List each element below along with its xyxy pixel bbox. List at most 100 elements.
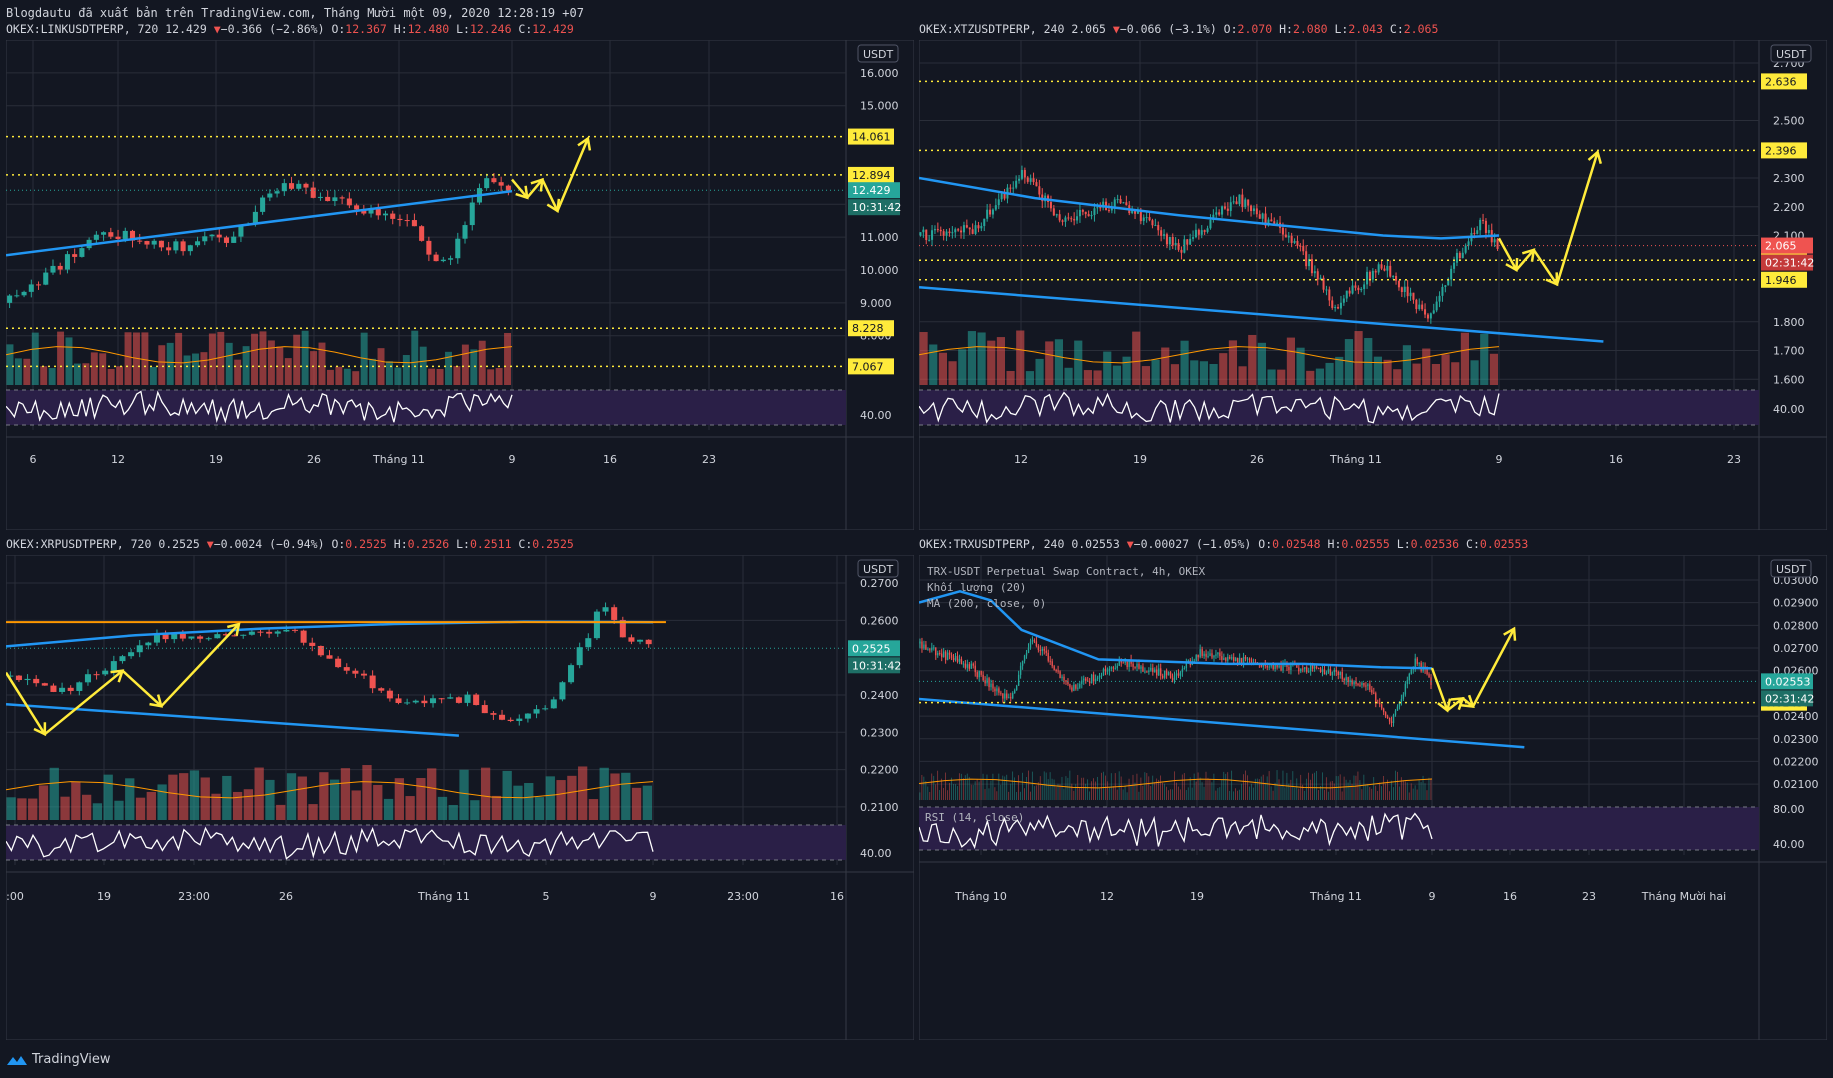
candle-body <box>426 240 432 255</box>
price-tick-label: 0.02300 <box>1773 733 1819 746</box>
candle-body <box>187 245 193 252</box>
candle-body <box>1195 654 1197 661</box>
volume-bar <box>1180 340 1189 385</box>
candle-body <box>1067 681 1069 685</box>
candle-body <box>982 674 984 681</box>
volume-bar <box>1412 788 1414 800</box>
candle-body <box>1055 214 1058 216</box>
volume-bar <box>1335 356 1344 385</box>
volume-bar <box>513 785 523 820</box>
candle-body <box>1373 692 1375 694</box>
candle-body <box>360 673 368 676</box>
ohlc-label: O: <box>331 537 346 551</box>
candle-body <box>1386 265 1389 271</box>
volume-bar <box>1430 778 1432 800</box>
volume-bar <box>1043 771 1045 800</box>
candle-body <box>971 229 974 234</box>
volume-ma-line <box>919 346 1500 364</box>
volume-bar <box>1383 359 1392 385</box>
candle-body <box>1316 271 1319 280</box>
candle-body <box>1476 230 1479 234</box>
chart-xrp[interactable]: 0.2700 0.2600 0.2400 0.2300 0.2200 0.2100 USDT… <box>6 555 914 1040</box>
chart-xtz[interactable]: 2.7002.5002.3002.2002.1001.8001.7001.600… <box>919 40 1827 530</box>
volume-bar <box>1345 779 1347 800</box>
candle-body <box>1496 239 1499 249</box>
volume-ma-line <box>6 346 513 364</box>
volume-bar <box>974 781 976 800</box>
volume-bar <box>90 352 98 385</box>
currency-badge[interactable] <box>857 44 899 63</box>
candle-body <box>1410 669 1412 674</box>
candle-body <box>1167 672 1170 676</box>
candle-body <box>1052 208 1055 216</box>
candle-body <box>1322 277 1325 290</box>
candle-body <box>1035 641 1038 647</box>
candle-body <box>1125 202 1128 206</box>
volume-bar <box>955 784 956 800</box>
volume-bar <box>1355 775 1357 800</box>
candle-body <box>1215 212 1218 215</box>
volume-bar <box>183 355 191 385</box>
candle-body <box>455 697 462 703</box>
candle-body <box>339 197 345 199</box>
chart-link[interactable]: 16.00015.00012.00011.00010.0009.0008.000… <box>6 40 914 530</box>
candle-body <box>1250 205 1253 212</box>
currency-badge[interactable] <box>857 559 899 578</box>
volume-bar <box>1349 779 1351 800</box>
volume-bar <box>1237 790 1238 800</box>
down-triangle-icon: ▼ <box>206 537 214 551</box>
candle-body <box>1276 222 1279 224</box>
time-tick-label: Tháng 11 <box>372 453 425 466</box>
chart-trx[interactable]: 0.030000.029000.028000.027000.026000.024… <box>919 555 1827 1040</box>
volume-bar <box>1002 775 1004 800</box>
volume-bar <box>48 368 56 385</box>
footer[interactable]: TradingView <box>6 1052 111 1067</box>
candle-body <box>1348 290 1351 294</box>
candle-body <box>1160 230 1163 236</box>
candle-body <box>1116 199 1119 201</box>
candle-body <box>21 291 27 296</box>
candle-body <box>137 240 143 242</box>
candle-body <box>14 295 20 297</box>
volume-bar <box>1489 353 1498 385</box>
time-tick-label: 26 <box>279 890 293 903</box>
candle-body <box>1229 202 1232 211</box>
volume-bar <box>929 791 931 800</box>
candle-body <box>1146 671 1148 673</box>
candle-body <box>1161 675 1164 678</box>
volume-bar <box>1233 791 1235 800</box>
candle-body <box>1136 209 1139 214</box>
volume-bar <box>1124 786 1126 800</box>
volume-bar <box>1051 778 1053 800</box>
currency-badge[interactable] <box>1770 44 1812 63</box>
candle-body <box>948 652 951 655</box>
rsi-tick-label: 40.00 <box>860 847 892 860</box>
candle-body <box>1163 234 1166 236</box>
candle-body <box>935 647 937 656</box>
candle-body <box>309 642 316 646</box>
down-triangle-icon: ▼ <box>1112 22 1120 36</box>
candle-body <box>1122 662 1124 664</box>
candle-body <box>59 687 66 692</box>
volume-bar <box>38 785 49 820</box>
candle-body <box>499 714 506 720</box>
candle-body <box>1366 271 1369 285</box>
candle-body <box>1339 671 1341 676</box>
candle-body <box>171 633 178 640</box>
time-tick-label: Tháng 11 <box>417 890 470 903</box>
countdown-label: 02:31:42 <box>1765 692 1814 705</box>
volume-bar <box>1290 779 1292 800</box>
volume-bar <box>1071 783 1073 800</box>
candle-body <box>1351 680 1353 685</box>
rsi-line <box>919 812 1433 850</box>
candle-body <box>1229 656 1231 659</box>
currency-badge[interactable] <box>1770 559 1812 578</box>
candle-body <box>1021 660 1024 666</box>
candle-body <box>998 688 1000 693</box>
candle-body <box>440 259 446 262</box>
legend-text: MA (200, close, 0) <box>927 597 1046 610</box>
candle-body <box>1163 670 1166 678</box>
candle-body <box>611 607 618 620</box>
candle-body <box>1168 236 1171 245</box>
candle-body <box>464 694 471 703</box>
